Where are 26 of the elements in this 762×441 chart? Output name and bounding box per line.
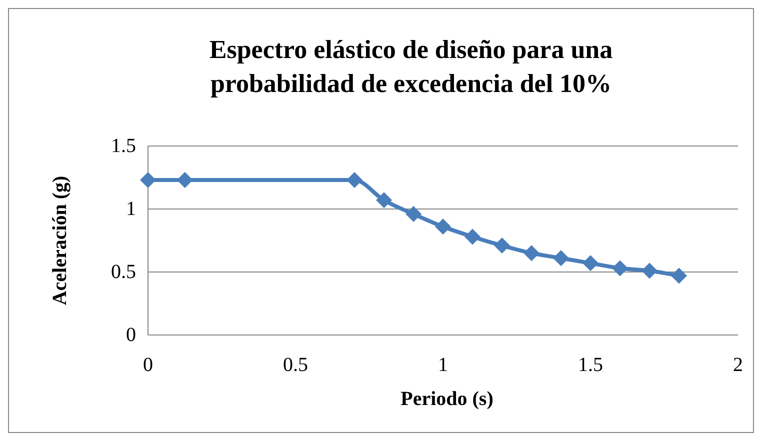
point: [553, 250, 569, 266]
y-tick-label: 0: [126, 324, 136, 346]
point: [406, 206, 422, 222]
point: [642, 262, 658, 279]
y-axis-title: Aceleración (g): [49, 176, 71, 306]
point: [524, 245, 540, 262]
point: [435, 218, 451, 235]
y-tick-label: 1: [126, 198, 136, 220]
point: [140, 172, 156, 188]
chart-title: Espectro elástico de diseño para una probabilidad de excedencia del 10%: [209, 35, 613, 98]
y-tick-label: 1.5: [111, 135, 136, 157]
x-tick-label: 1.5: [578, 354, 603, 376]
point: [176, 172, 193, 188]
point: [612, 260, 628, 276]
x-tick-label: 2: [733, 354, 743, 376]
x-tick-label: 0: [143, 354, 153, 376]
x-tick-label: 1: [438, 354, 448, 376]
point: [671, 268, 687, 284]
x-tick-label: 0.5: [283, 354, 308, 376]
point: [376, 192, 392, 208]
x-axis-title: Periodo (s): [400, 388, 494, 410]
y-tick-label: 0.5: [111, 261, 136, 283]
point: [494, 238, 510, 254]
point: [464, 228, 480, 245]
point: [582, 255, 598, 272]
point: [346, 172, 362, 188]
